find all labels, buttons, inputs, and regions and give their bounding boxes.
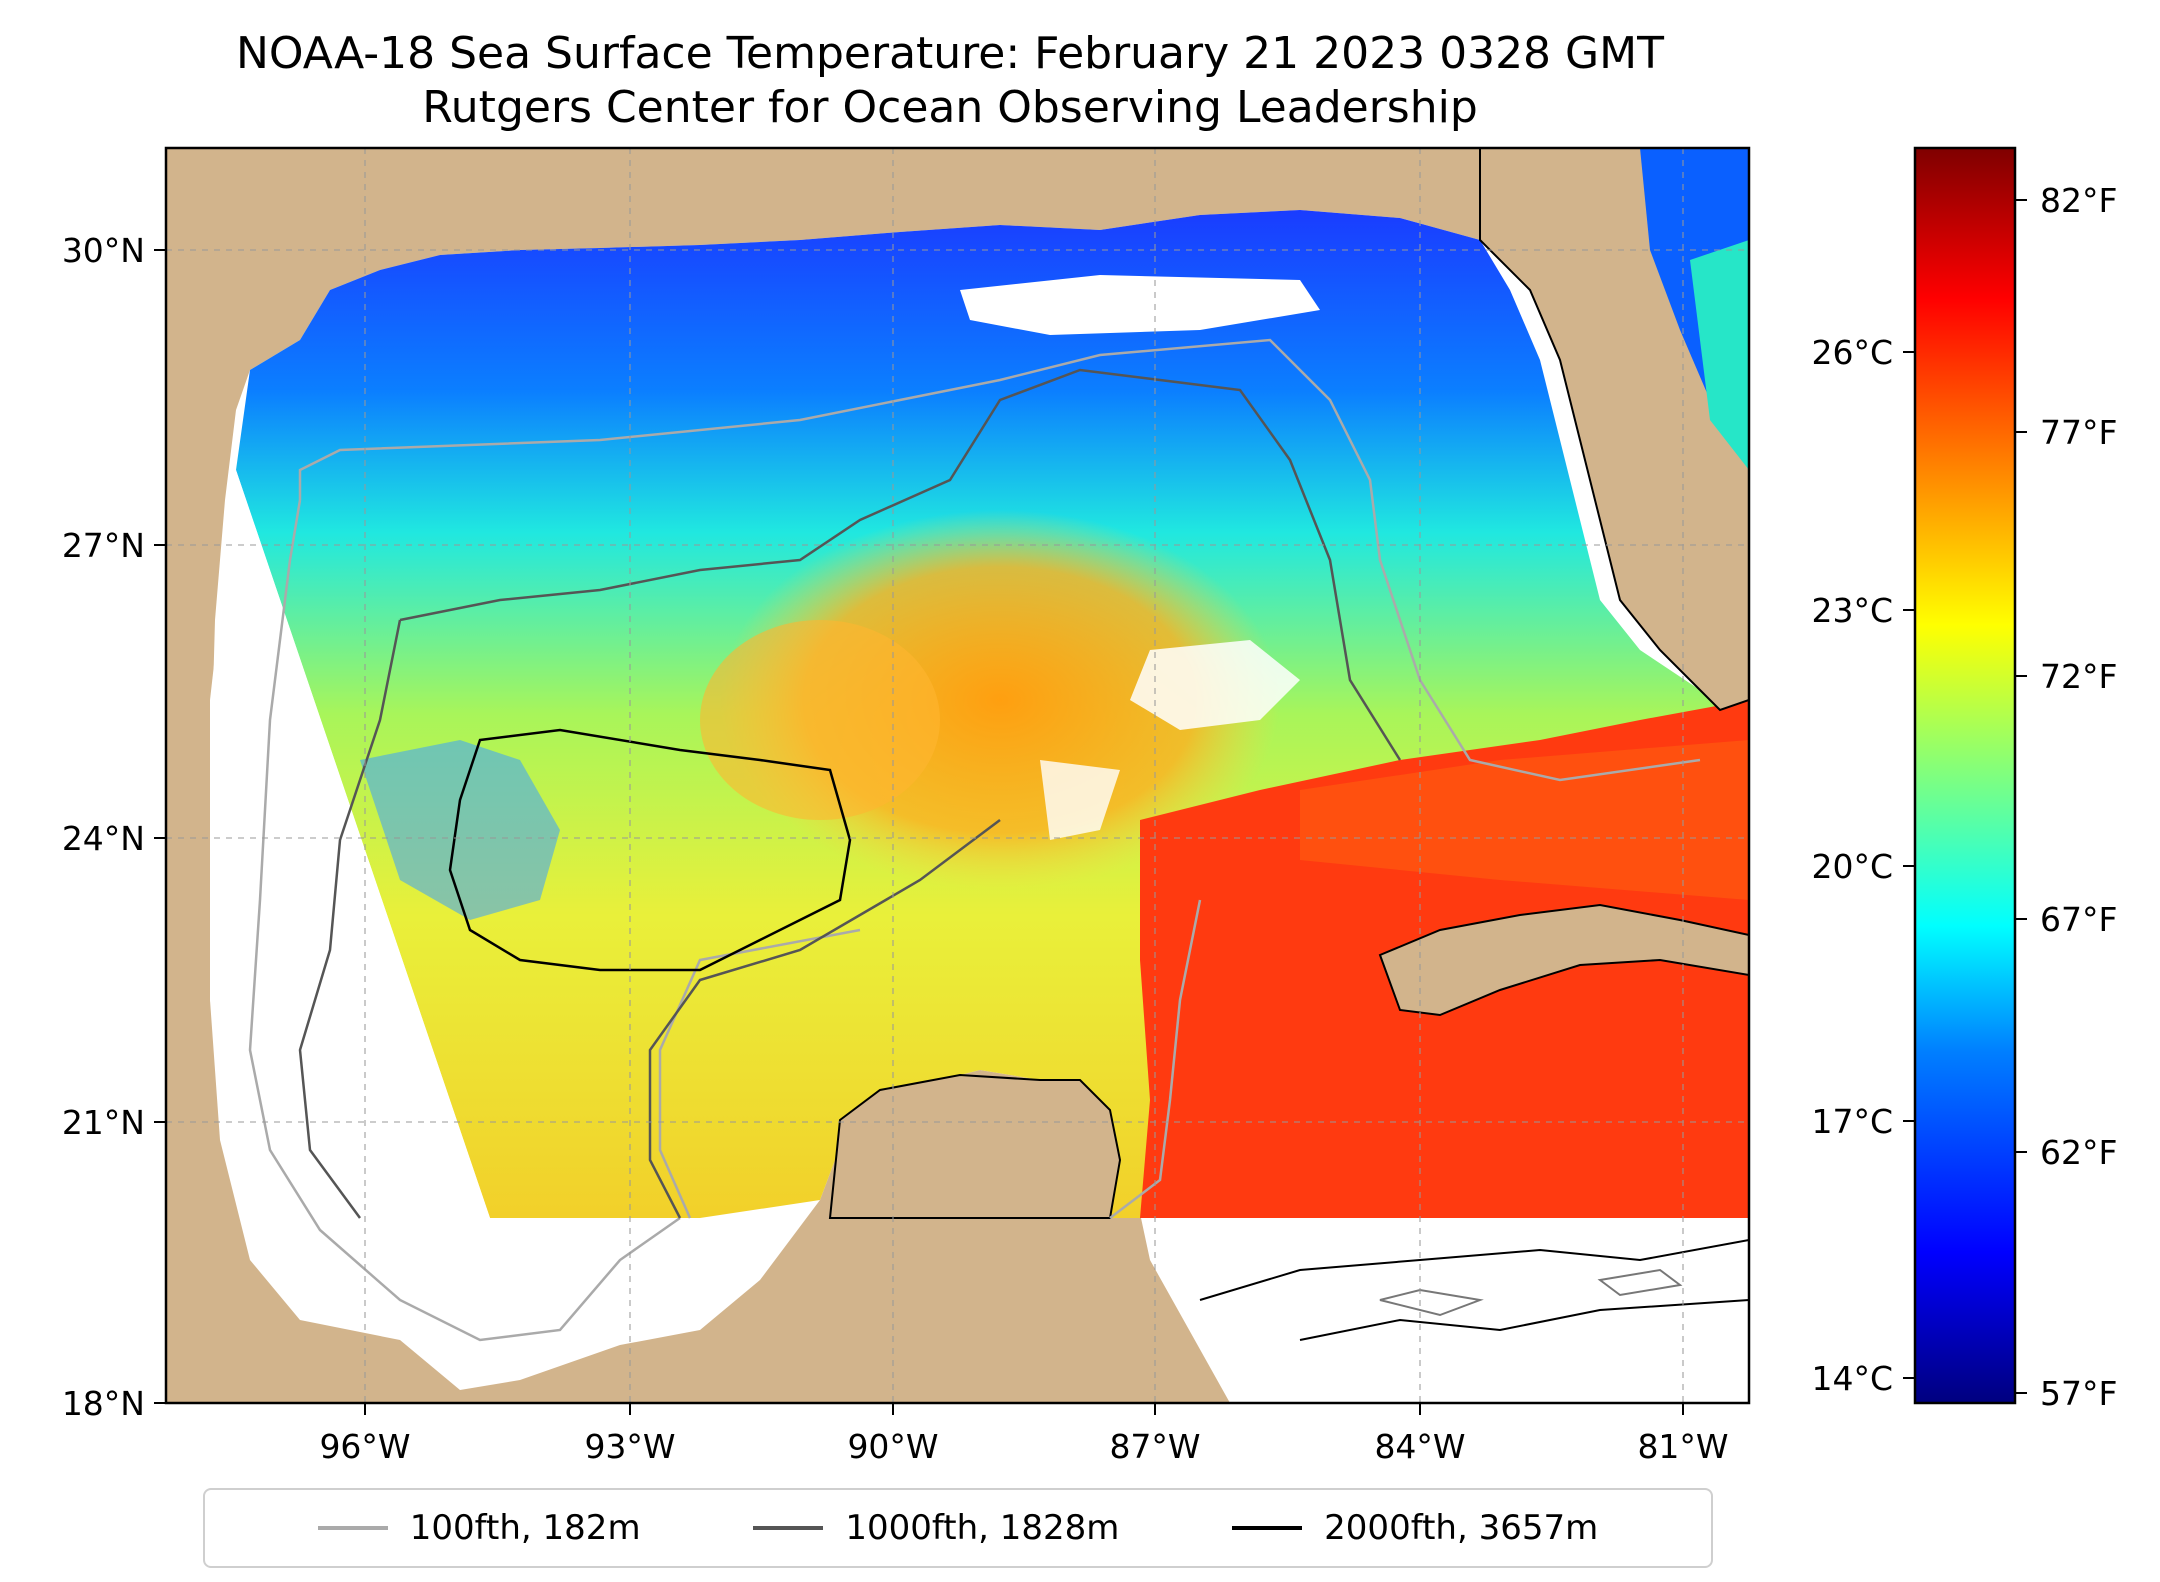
lat-tick-label: 27°N: [62, 526, 145, 565]
lon-axis: 96°W 93°W 90°W 87°W 84°W 81°W: [319, 1403, 1729, 1466]
fahrenheit-tick-label: 72°F: [2040, 657, 2117, 696]
fahrenheit-tick-label: 57°F: [2040, 1374, 2117, 1413]
fahrenheit-tick-label: 77°F: [2040, 413, 2117, 452]
lon-tick-label: 81°W: [1637, 1427, 1728, 1466]
lat-tick-label: 21°N: [62, 1103, 145, 1142]
contour-2000fth: [448, 728, 852, 972]
map-title: NOAA-18 Sea Surface Temperature: Februar…: [236, 28, 1664, 79]
yucatan-land: [828, 1073, 1122, 1219]
fahrenheit-tick-label: 67°F: [2040, 900, 2117, 939]
legend-item-1000fth: 1000fth, 1828m: [753, 1508, 1119, 1548]
legend-item-100fth: 100fth, 182m: [317, 1508, 641, 1548]
celsius-tick-label: 26°C: [1811, 333, 1893, 372]
gridlines: [166, 148, 1749, 1403]
map-plot-area: [166, 148, 1749, 1403]
map-frame: [164, 146, 1751, 1405]
celsius-tick-label: 14°C: [1811, 1359, 1893, 1398]
lat-tick-label: 24°N: [62, 819, 145, 858]
celsius-tick-label: 17°C: [1811, 1102, 1893, 1141]
legend-item-2000fth: 2000fth, 3657m: [1232, 1508, 1598, 1548]
lat-tick-label: 18°N: [62, 1384, 145, 1423]
lon-tick-label: 87°W: [1109, 1427, 1200, 1466]
celsius-tick-label: 20°C: [1811, 847, 1893, 886]
lat-axis: 30°N 27°N 24°N 21°N 18°N: [62, 231, 166, 1423]
legend-label: 2000fth, 3657m: [1324, 1508, 1599, 1548]
contour-1000fth: [298, 368, 1402, 1219]
colorbar-gradient: [1913, 146, 2017, 1405]
lat-tick-label: 30°N: [62, 231, 145, 270]
cuba-land: [1378, 903, 1749, 1017]
fahrenheit-tick-label: 82°F: [2040, 181, 2117, 220]
lon-tick-label: 93°W: [584, 1427, 675, 1466]
legend-line-swatch: [753, 1526, 824, 1530]
legend-line-swatch: [1232, 1526, 1303, 1530]
legend-label: 1000fth, 1828m: [845, 1508, 1120, 1548]
legend-label: 100fth, 182m: [409, 1508, 641, 1548]
lon-tick-label: 96°W: [319, 1427, 410, 1466]
legend-line-swatch: [317, 1526, 388, 1530]
lon-tick-label: 84°W: [1374, 1427, 1465, 1466]
lon-tick-label: 90°W: [847, 1427, 938, 1466]
contour-100fth: [248, 338, 1701, 1342]
celsius-tick-label: 23°C: [1811, 591, 1893, 630]
contour-legend: 100fth, 182m 1000fth, 1828m 2000fth, 365…: [203, 1488, 1713, 1568]
map-subtitle: Rutgers Center for Ocean Observing Leade…: [422, 82, 1478, 133]
colorbar: 26°C 23°C 20°C 17°C 14°C 82°F 77°F 72°F …: [1811, 146, 2117, 1413]
fahrenheit-tick-label: 62°F: [2040, 1133, 2117, 1172]
